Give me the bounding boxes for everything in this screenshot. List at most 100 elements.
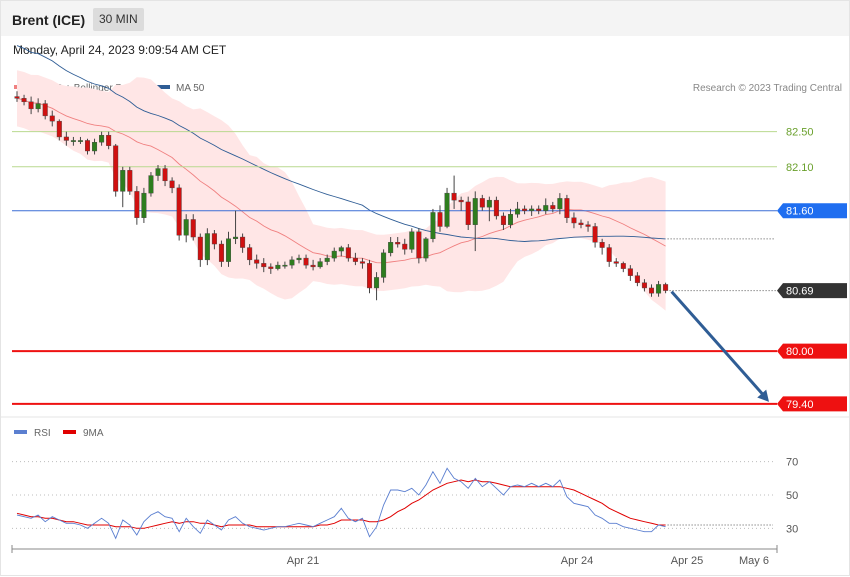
candle-body (56, 120, 62, 138)
legend-ma50-label: MA 50 (176, 83, 205, 94)
candle-body (381, 252, 387, 278)
candle (317, 258, 323, 269)
rsi-tick-70: 70 (786, 457, 798, 469)
instrument-title: Brent (ICE) (12, 12, 86, 28)
candle (529, 205, 535, 216)
candle-body (656, 284, 662, 294)
candle (585, 221, 591, 232)
candle (634, 272, 640, 287)
candle-body (663, 284, 669, 291)
candle (338, 245, 344, 257)
candle (557, 193, 563, 215)
candle (35, 98, 41, 113)
candle-body (515, 208, 521, 215)
candle-body (190, 219, 196, 238)
candle (522, 205, 528, 215)
candle-body (592, 226, 598, 243)
level-label-81-60: 81.60 (786, 206, 814, 218)
x-tick-label: Apr 21 (287, 555, 319, 567)
candle (543, 198, 549, 215)
candle (63, 131, 69, 146)
candle (536, 205, 542, 215)
candle (606, 244, 612, 267)
candle-body (486, 199, 492, 208)
price-panel: 82.50 82.10 81.60 80.69 80.00 79.40 (12, 45, 847, 412)
candle-body (92, 142, 98, 152)
candle-body (458, 199, 464, 203)
candle (92, 138, 98, 155)
candle-body (599, 242, 605, 248)
rsi-ma-line (16, 479, 666, 529)
candle (324, 254, 330, 266)
candle-body (508, 213, 514, 225)
candle (416, 228, 422, 264)
candle-body (331, 250, 337, 259)
candle (458, 196, 464, 211)
candle-body (571, 217, 577, 224)
candle-body (310, 264, 316, 268)
candle-body (233, 236, 239, 239)
chart-credit: Research © 2023 Trading Central (693, 83, 842, 94)
candle (113, 143, 119, 197)
level-label-82-10: 82.10 (786, 162, 814, 174)
candle (465, 196, 471, 231)
candle-body (613, 261, 619, 264)
candle-body (113, 145, 119, 192)
candle (310, 259, 316, 271)
candle-body (543, 205, 549, 211)
candle-body (261, 263, 267, 268)
candle-body (374, 277, 380, 289)
candle-body (359, 261, 365, 264)
candle (571, 212, 577, 229)
candle (451, 175, 457, 209)
level-label-80-00: 80.00 (786, 346, 814, 358)
candle-body (606, 247, 612, 262)
legend-rsi-ma-swatch (63, 430, 76, 434)
candle-body (367, 263, 373, 289)
candle-body (641, 282, 647, 289)
legend-rsi-ma-label: 9MA (83, 428, 104, 439)
candle (550, 201, 556, 213)
timestamp: Monday, April 24, 2023 9:09:54 AM CET (13, 43, 227, 57)
level-label-79-40: 79.40 (786, 399, 814, 411)
candle (176, 184, 182, 241)
candle-body (183, 219, 189, 236)
candle-body (402, 243, 408, 250)
candle (493, 196, 499, 220)
candle (254, 254, 260, 269)
candle-body (578, 222, 584, 225)
candle-body (211, 233, 217, 245)
candle (169, 177, 175, 194)
candle (42, 100, 48, 120)
candle-body (49, 115, 55, 122)
candle-body (627, 268, 633, 276)
candle (381, 249, 387, 283)
candle-body (585, 224, 591, 227)
candle-body (317, 261, 323, 268)
candle (261, 258, 267, 273)
candle-body (204, 233, 210, 261)
candle (275, 261, 281, 271)
ma50-line (16, 45, 666, 242)
candle-body (106, 134, 112, 146)
candle (374, 272, 380, 301)
candle (345, 244, 351, 262)
level-label-80-69: 80.69 (786, 286, 814, 298)
candle-body (218, 243, 224, 262)
timeframe-badge[interactable]: 30 MIN (93, 8, 144, 31)
candle-body (423, 238, 429, 259)
candle (486, 196, 492, 222)
candle-body (564, 198, 570, 218)
rsi-tick-50: 50 (786, 490, 798, 502)
candle-body (240, 236, 246, 248)
candle (423, 237, 429, 262)
legend-rsi-label: RSI (34, 428, 51, 439)
candle (592, 222, 598, 248)
candle (127, 166, 133, 195)
candle-body (500, 215, 506, 225)
candle (472, 191, 478, 252)
candle (402, 238, 408, 255)
candle (599, 238, 605, 255)
level-tag-79-40 (777, 396, 847, 412)
candle-body (21, 98, 27, 103)
